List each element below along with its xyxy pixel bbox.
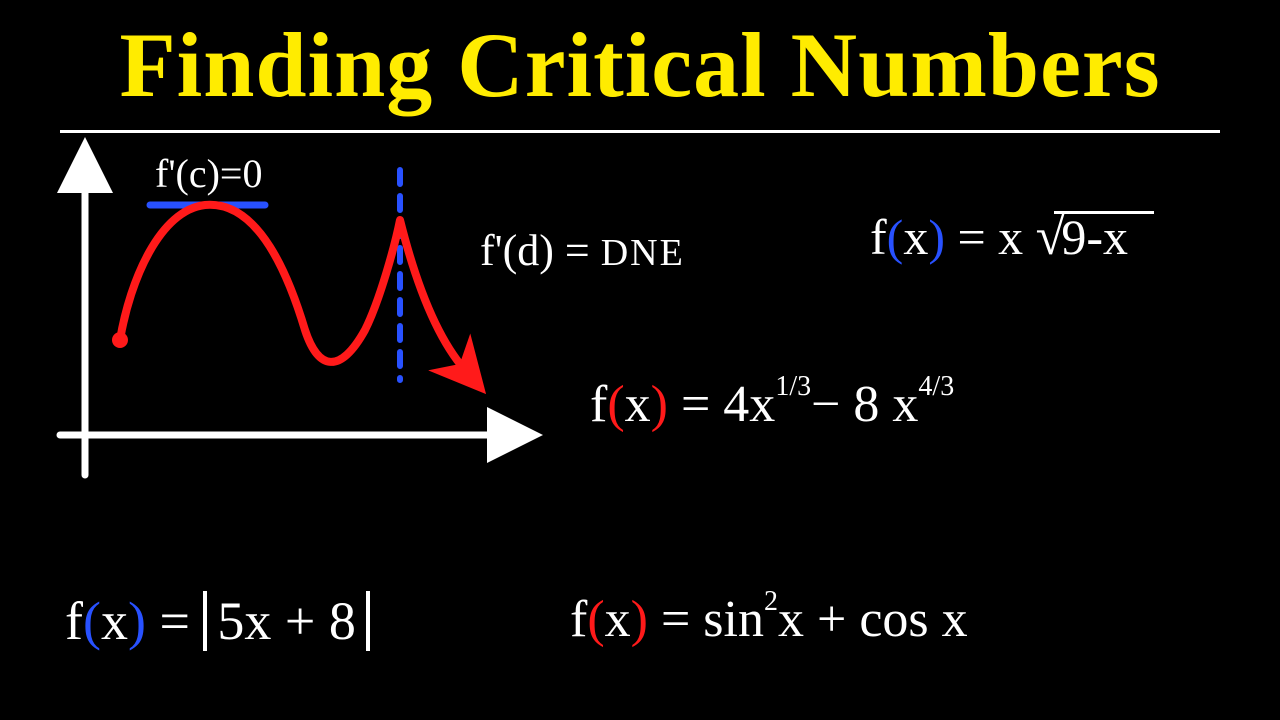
eq2-f: f <box>590 376 607 433</box>
eq2-x: x <box>625 376 651 433</box>
eq3-f: f <box>65 591 83 651</box>
eq3-abs: 5x + 8 <box>203 591 369 651</box>
eq3-lparen: ( <box>83 591 101 651</box>
eq2-exp2: 4/3 <box>918 371 954 402</box>
eq3-mid: = <box>146 591 203 651</box>
text-fprime-d-left: f'(d) = <box>480 226 601 275</box>
eq2-b: − 8 x <box>811 376 918 433</box>
eq1-mid: = x <box>945 209 1036 265</box>
eq2-rparen: ) <box>651 376 668 433</box>
label-fprime-d: f'(d) = DNE <box>480 225 685 276</box>
eq3-x: x <box>101 591 128 651</box>
eq4-f: f <box>570 591 587 648</box>
equation-3: f(x) = 5x + 8 <box>65 590 370 652</box>
eq4-x: x <box>605 591 631 648</box>
eq1-radicand: 9-x <box>1061 209 1128 265</box>
eq1-f: f <box>870 209 887 265</box>
text-dne: DNE <box>601 232 685 274</box>
equation-1: f(x) = x √9-x <box>870 205 1128 267</box>
equation-2: f(x) = 4x1/3− 8 x4/3 <box>590 375 954 434</box>
eq4-b: x + cos x <box>778 591 968 648</box>
eq3-rparen: ) <box>128 591 146 651</box>
eq4-lparen: ( <box>587 591 604 648</box>
text-fprime-c: f'(c)=0 <box>155 151 262 196</box>
eq2-lparen: ( <box>607 376 624 433</box>
eq4-rparen: ) <box>631 591 648 648</box>
eq1-x: x <box>903 209 928 265</box>
label-fprime-c: f'(c)=0 <box>155 150 262 197</box>
eq4-a: = sin <box>648 591 764 648</box>
eq4-exp: 2 <box>764 586 778 617</box>
eq1-rparen: ) <box>928 209 945 265</box>
eq1-radical: √9-x <box>1036 205 1128 267</box>
eq1-lparen: ( <box>887 209 904 265</box>
eq2-a: = 4x <box>668 376 775 433</box>
eq2-exp1: 1/3 <box>775 371 811 402</box>
equation-4: f(x) = sin2x + cos x <box>570 590 968 649</box>
